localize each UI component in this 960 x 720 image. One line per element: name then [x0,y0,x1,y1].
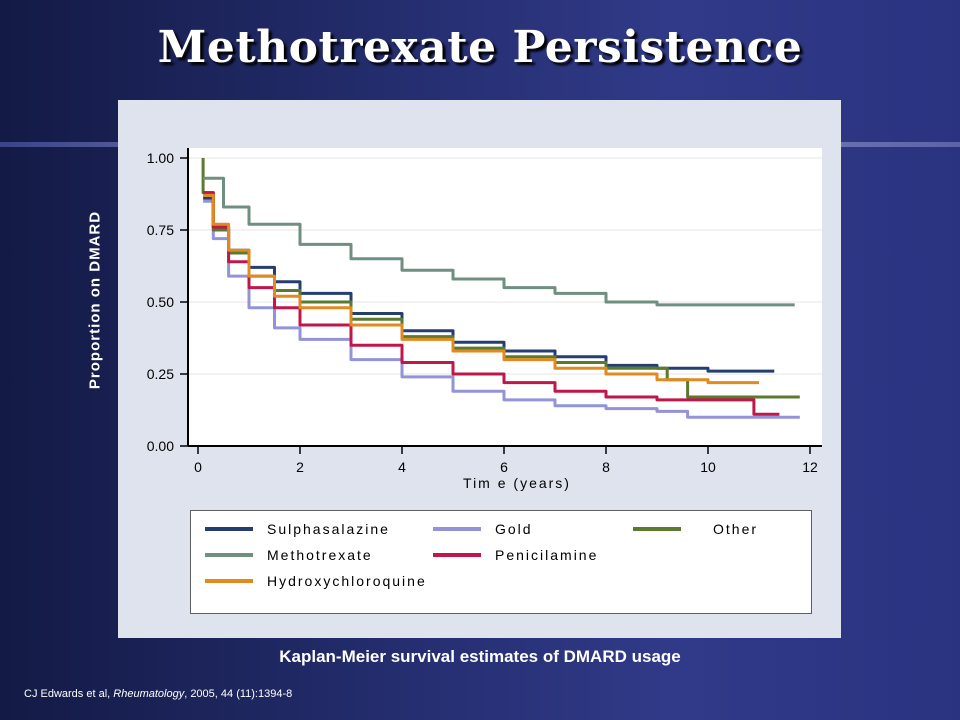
legend-swatch [205,553,253,557]
legend-swatch [433,527,481,531]
x-tick-label: 4 [398,459,406,475]
citation-authors: CJ Edwards et al, [24,688,114,700]
legend-label: Gold [495,521,533,537]
legend-label: Methotrexate [267,547,373,563]
legend-swatch [633,527,681,531]
y-tick-label: 0.50 [147,294,174,310]
series-line-methotrexate [203,176,795,307]
slide-title: Methotrexate Persistence [157,22,803,73]
x-tick-label: 6 [500,459,508,475]
y-tick-label: 0.00 [147,438,174,454]
y-axis-label: Proportion on DMARD [86,210,104,390]
citation-journal: Rheumatology [113,688,185,700]
series-line-hydroxychloroquine [203,193,759,385]
x-axis-label: Tim e (years) [463,475,571,491]
citation: CJ Edwards et al, Rheumatology, 2005, 44… [24,688,292,700]
legend-item-penicilamine: Penicilamine [433,547,598,563]
x-tick-label: 8 [602,459,610,475]
legend-item-methotrexate: Methotrexate [205,547,373,563]
y-tick-label: 1.00 [147,150,174,166]
legend-swatch [205,527,253,531]
legend-swatch [205,579,253,583]
y-tick-label: 0.75 [147,222,174,238]
chart-legend: Sulphasalazine Gold Other Methotrexate Penic… [190,510,812,614]
x-tick-label: 0 [194,459,202,475]
y-tick-label: 0.25 [147,366,174,382]
legend-item-hydroxychloroquine: Hydroxychloroquine [205,573,427,589]
legend-label: Sulphasalazine [267,521,390,537]
series-line-penicilamine [203,191,780,416]
legend-label: Other [713,521,759,537]
legend-item-other: Other [633,521,758,537]
x-tick-label: 10 [700,459,716,475]
legend-item-sulphasalazine: Sulphasalazine [205,521,390,537]
series-line-gold [203,199,800,419]
chart-caption: Kaplan-Meier survival estimates of DMARD… [279,647,681,666]
citation-details: , 2005, 44 (11):1394-8 [184,688,293,700]
legend-label: Hydroxychloroquine [267,573,427,589]
x-tick-label: 12 [802,459,818,475]
legend-label: Penicilamine [495,547,599,563]
legend-swatch [433,553,481,557]
legend-item-gold: Gold [433,521,533,537]
x-tick-label: 2 [296,459,304,475]
